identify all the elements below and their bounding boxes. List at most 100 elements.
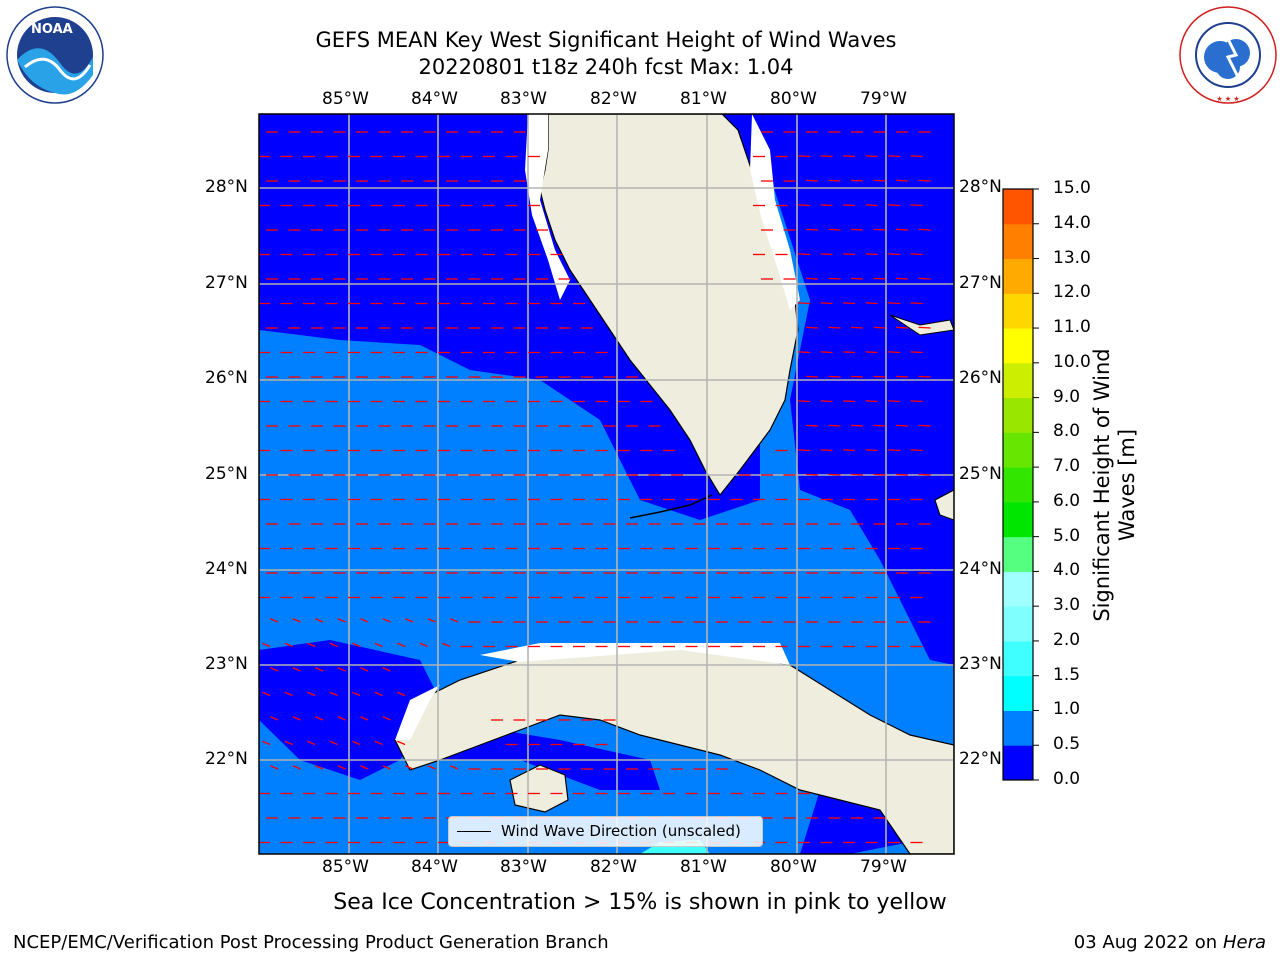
colorbar-tick-label: 5.0 <box>1053 525 1081 546</box>
lat-label-right: 26°N <box>959 368 1002 388</box>
wind-arrow <box>352 740 361 746</box>
wind-arrow <box>442 642 451 648</box>
wind-arrow <box>918 326 931 329</box>
sea-ice-note: Sea Ice Concentration > 15% is shown in … <box>333 890 947 915</box>
wind-arrow <box>360 765 369 770</box>
map-frame <box>258 113 955 855</box>
wind-arrow <box>851 375 864 378</box>
wind-arrow <box>382 716 391 721</box>
wind-arrow <box>896 473 909 476</box>
wind-arrow <box>806 375 819 378</box>
footer-date-text: 03 Aug 2022 on <box>1073 932 1218 953</box>
wind-arrow <box>888 302 901 305</box>
wind-arrow <box>828 326 841 329</box>
wind-arrow <box>896 228 909 231</box>
wind-arrow <box>843 400 856 403</box>
wind-arrow <box>307 642 316 648</box>
wind-arrow <box>329 740 338 746</box>
wind-arrow <box>798 155 811 158</box>
wind-arrow <box>337 716 346 721</box>
wind-arrow <box>851 228 864 231</box>
wind-arrow <box>896 424 909 427</box>
wind-arrow <box>843 302 856 305</box>
colorbar-tick-label: 10.0 <box>1053 351 1091 372</box>
wind-arrow <box>270 667 279 672</box>
wind-arrow <box>918 473 931 476</box>
wind-arrow <box>292 618 301 623</box>
colorbar-tick-label: 0.5 <box>1053 734 1081 755</box>
wind-arrow <box>843 449 856 452</box>
wind-arrow <box>382 765 391 770</box>
colorbar-tick-label: 2.0 <box>1053 629 1081 650</box>
wind-arrow <box>315 765 324 770</box>
coast-mask <box>750 114 800 310</box>
wind-arrow <box>851 424 864 427</box>
wind-arrow <box>806 277 819 280</box>
wind-arrow <box>397 642 406 648</box>
colorbar-segment <box>1003 536 1033 572</box>
wind-arrow <box>851 277 864 280</box>
wind-arrow <box>865 400 878 403</box>
wind-arrow <box>910 351 923 354</box>
colorbar-segment <box>1003 501 1033 538</box>
wind-arrow <box>918 179 931 182</box>
colorbar-tick-label: 4.0 <box>1053 560 1081 581</box>
colorbar-segment <box>1003 710 1033 746</box>
wind-arrow <box>828 473 841 476</box>
wind-arrow <box>806 326 819 329</box>
colorbar-segment <box>1003 571 1033 607</box>
wind-arrow <box>888 155 901 158</box>
wind-arrow <box>828 228 841 231</box>
wind-arrow <box>910 204 923 207</box>
wind-arrow <box>851 326 864 329</box>
colorbar-tick-label: 12.0 <box>1053 282 1091 303</box>
wind-arrow <box>337 667 346 672</box>
wind-arrow <box>315 618 324 623</box>
wind-arrow <box>284 642 293 648</box>
wind-arrow <box>337 765 346 770</box>
lon-label-top: 82°W <box>590 89 637 109</box>
wind-arrow <box>427 765 436 770</box>
wind-arrow <box>405 618 414 623</box>
legend-line-swatch <box>457 831 491 832</box>
wind-arrow <box>873 228 886 231</box>
wind-arrow <box>865 204 878 207</box>
wind-arrow <box>419 642 428 648</box>
wind-arrow <box>820 253 833 256</box>
wind-arrow <box>910 302 923 305</box>
noaa-logo <box>5 5 105 109</box>
colorbar-segment <box>1003 362 1033 399</box>
wind-arrow <box>360 667 369 672</box>
colorbar-segment <box>1003 293 1033 329</box>
wind-arrow <box>806 473 819 476</box>
footer-credit: NCEP/EMC/Verification Post Processing Pr… <box>13 932 609 953</box>
wind-arrow <box>798 302 811 305</box>
wind-arrow <box>352 642 361 648</box>
lon-label-bottom: 79°W <box>860 857 907 877</box>
bahamas-island <box>934 489 954 521</box>
lon-label-bottom: 80°W <box>770 857 817 877</box>
wind-arrow <box>270 618 279 623</box>
wind-arrow <box>910 155 923 158</box>
wind-arrow <box>873 424 886 427</box>
wind-arrow <box>292 716 301 721</box>
colorbar-tick-label: 1.5 <box>1053 664 1081 685</box>
wind-arrow <box>798 351 811 354</box>
wind-arrow <box>820 302 833 305</box>
lon-label-top: 83°W <box>500 89 547 109</box>
wind-arrow <box>374 691 383 697</box>
wind-arrow <box>329 642 338 648</box>
bahamas-island <box>889 314 954 336</box>
wind-arrow <box>843 253 856 256</box>
lat-label-left: 26°N <box>205 368 248 388</box>
wind-arrow <box>284 691 293 697</box>
lat-label-left: 25°N <box>205 464 248 484</box>
wind-arrow <box>910 253 923 256</box>
wind-arrow <box>262 691 271 697</box>
chart-subtitle: 20220801 t18z 240h fcst Max: 1.04 <box>418 55 794 79</box>
wind-arrow <box>360 716 369 721</box>
wind-arrow <box>820 400 833 403</box>
wind-arrow <box>873 179 886 182</box>
wind-arrow <box>374 642 383 648</box>
wind-arrow <box>873 277 886 280</box>
